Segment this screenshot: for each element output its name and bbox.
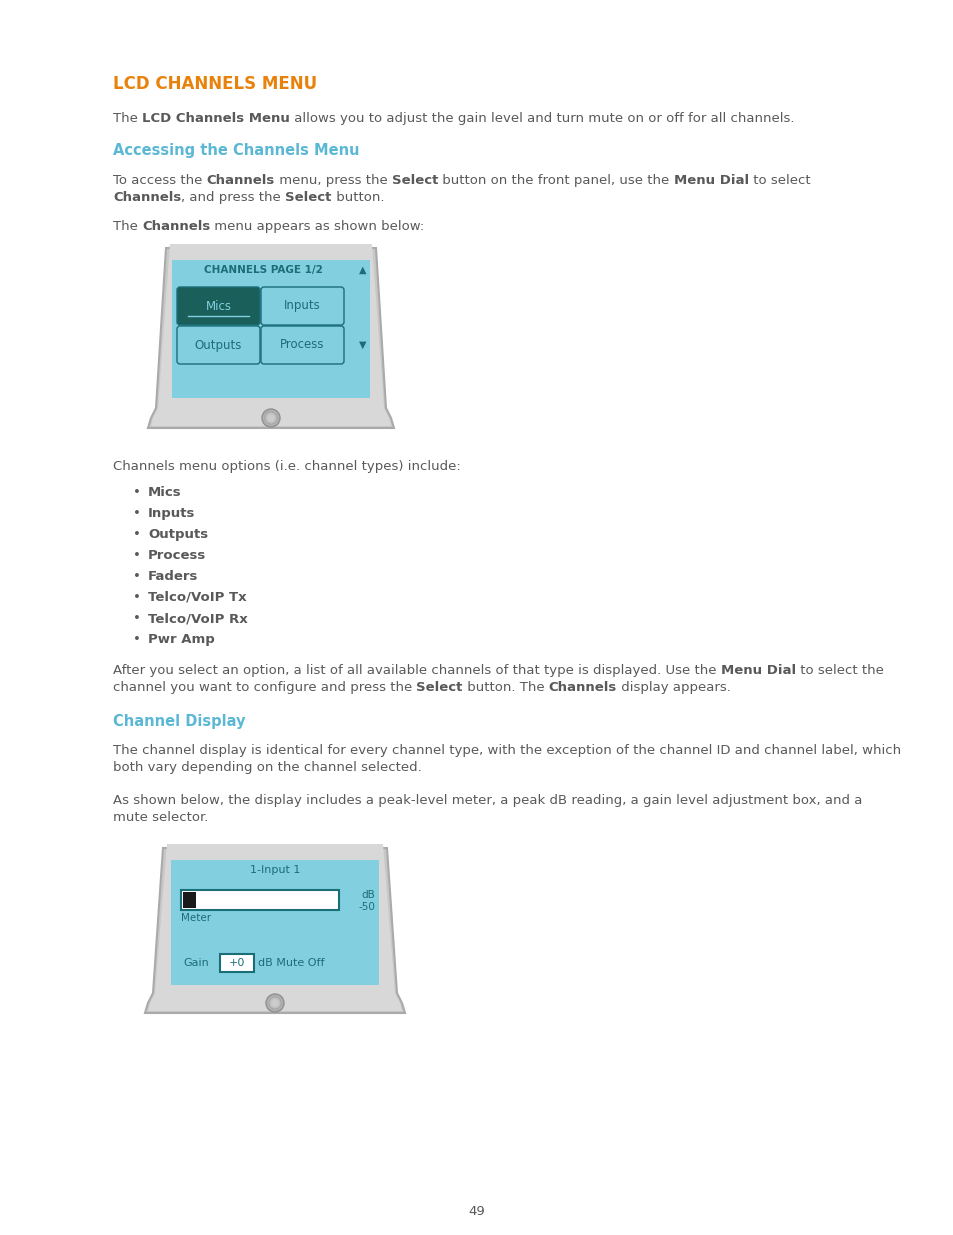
Polygon shape <box>148 248 394 429</box>
Circle shape <box>266 994 284 1011</box>
Text: Mics: Mics <box>205 300 232 312</box>
Text: Select: Select <box>285 191 332 204</box>
Text: LCD CHANNELS MENU: LCD CHANNELS MENU <box>112 75 316 93</box>
Text: Telco/VoIP Tx: Telco/VoIP Tx <box>148 592 247 604</box>
Text: to select: to select <box>748 174 810 186</box>
Text: Channels menu options (i.e. channel types) include:: Channels menu options (i.e. channel type… <box>112 459 460 473</box>
Text: Gain: Gain <box>183 958 209 968</box>
FancyBboxPatch shape <box>261 326 344 364</box>
FancyBboxPatch shape <box>220 953 253 972</box>
Polygon shape <box>151 245 391 426</box>
Text: Channels: Channels <box>142 220 211 233</box>
Text: , and press the: , and press the <box>181 191 285 204</box>
Text: 1-Input 1: 1-Input 1 <box>250 864 300 876</box>
Text: 49: 49 <box>468 1205 485 1218</box>
Text: Select: Select <box>392 174 437 186</box>
FancyBboxPatch shape <box>177 326 260 364</box>
Text: •: • <box>132 634 141 646</box>
Text: menu, press the: menu, press the <box>274 174 392 186</box>
Text: dB Mute Off: dB Mute Off <box>257 958 324 968</box>
Text: Outputs: Outputs <box>148 529 208 541</box>
Text: After you select an option, a list of all available channels of that type is dis: After you select an option, a list of al… <box>112 664 720 677</box>
Text: button on the front panel, use the: button on the front panel, use the <box>437 174 673 186</box>
Circle shape <box>272 1000 277 1007</box>
Text: dB: dB <box>361 890 375 900</box>
Text: The channel display is identical for every channel type, with the exception of t: The channel display is identical for eve… <box>112 743 901 757</box>
Text: •: • <box>132 550 141 562</box>
Text: •: • <box>132 487 141 499</box>
Text: Process: Process <box>148 550 206 562</box>
Text: Meter: Meter <box>181 913 211 923</box>
Text: The: The <box>112 112 142 125</box>
Text: Telco/VoIP Rx: Telco/VoIP Rx <box>148 613 248 625</box>
Text: display appears.: display appears. <box>617 680 730 694</box>
Circle shape <box>269 997 281 1009</box>
Polygon shape <box>148 844 401 1011</box>
Text: The: The <box>112 220 142 233</box>
Text: Process: Process <box>280 338 324 352</box>
Text: To access the: To access the <box>112 174 207 186</box>
Text: Select: Select <box>416 680 462 694</box>
Text: button. The: button. The <box>462 680 548 694</box>
Text: As shown below, the display includes a peak-level meter, a peak dB reading, a ga: As shown below, the display includes a p… <box>112 794 862 806</box>
Text: allows you to adjust the gain level and turn mute on or off for all channels.: allows you to adjust the gain level and … <box>290 112 794 125</box>
Text: -50: -50 <box>357 902 375 911</box>
Text: Menu Dial: Menu Dial <box>673 174 748 186</box>
Text: to select the: to select the <box>795 664 882 677</box>
Bar <box>183 892 195 908</box>
FancyBboxPatch shape <box>261 287 344 325</box>
Bar <box>171 860 378 986</box>
Text: •: • <box>132 592 141 604</box>
Text: both vary depending on the channel selected.: both vary depending on the channel selec… <box>112 761 421 774</box>
Text: LCD Channels Menu: LCD Channels Menu <box>142 112 290 125</box>
Text: Inputs: Inputs <box>148 508 195 520</box>
Text: Accessing the Channels Menu: Accessing the Channels Menu <box>112 143 359 158</box>
Bar <box>172 261 370 398</box>
Circle shape <box>268 415 274 421</box>
Text: Channels: Channels <box>548 680 617 694</box>
Text: mute selector.: mute selector. <box>112 811 208 824</box>
Text: Channel Display: Channel Display <box>112 714 245 729</box>
Text: button.: button. <box>332 191 384 204</box>
Circle shape <box>265 412 276 424</box>
Text: •: • <box>132 508 141 520</box>
Text: Mics: Mics <box>148 487 181 499</box>
Text: menu appears as shown below:: menu appears as shown below: <box>211 220 424 233</box>
Text: Pwr Amp: Pwr Amp <box>148 634 214 646</box>
Polygon shape <box>145 848 405 1013</box>
Bar <box>181 890 338 910</box>
Circle shape <box>262 409 280 427</box>
FancyBboxPatch shape <box>177 287 260 325</box>
Text: ▼: ▼ <box>358 340 366 350</box>
Text: •: • <box>132 529 141 541</box>
Text: Outputs: Outputs <box>194 338 242 352</box>
Text: Channels: Channels <box>112 191 181 204</box>
Text: •: • <box>132 571 141 583</box>
Text: Inputs: Inputs <box>284 300 320 312</box>
Text: Channels: Channels <box>207 174 274 186</box>
Text: Menu Dial: Menu Dial <box>720 664 795 677</box>
Text: channel you want to configure and press the: channel you want to configure and press … <box>112 680 416 694</box>
Text: CHANNELS PAGE 1/2: CHANNELS PAGE 1/2 <box>203 266 322 275</box>
Text: +0: +0 <box>229 958 245 968</box>
Text: Faders: Faders <box>148 571 198 583</box>
Text: •: • <box>132 613 141 625</box>
Text: ▲: ▲ <box>358 266 366 275</box>
